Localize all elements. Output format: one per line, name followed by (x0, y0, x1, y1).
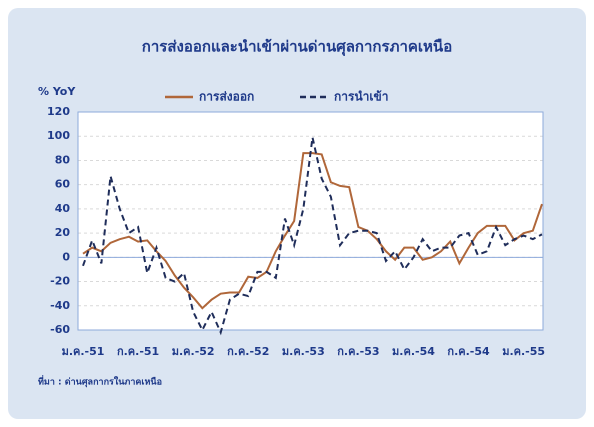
x-tick-label: ม.ค.-54 (392, 345, 435, 358)
series-line (82, 137, 543, 336)
plot-border (77, 111, 544, 331)
x-tick-label: ก.ค.-54 (447, 345, 490, 358)
y-tick-label: -40 (50, 299, 70, 312)
chart-title: การส่งออกและนำเข้าผ่านด่านศุลกากรภาคเหนื… (142, 38, 452, 57)
y-tick-label: 80 (55, 153, 71, 166)
y-tick-label: 100 (47, 129, 70, 142)
y-tick-label: 60 (55, 178, 71, 191)
x-tick-label: ก.ค.-51 (117, 345, 159, 358)
legend-label: การนำเข้า (334, 90, 388, 104)
legend-label: การส่งออก (199, 90, 254, 104)
plot-area (78, 112, 543, 330)
x-tick-label: ก.ค.-53 (337, 345, 379, 358)
x-tick-label: ม.ค.-52 (172, 345, 215, 358)
y-tick-label: 20 (55, 226, 71, 239)
y-tick-label: 120 (47, 105, 70, 118)
y-axis-label: % YoY (38, 85, 76, 98)
y-tick-label: 0 (62, 250, 70, 263)
source: ที่มา : ด่านศุลกากรในภาคเหนือ (38, 375, 162, 388)
x-tick-label: ก.ค.-52 (227, 345, 269, 358)
y-tick-label: -60 (50, 323, 70, 336)
y-tick-label: 40 (55, 202, 71, 215)
x-tick-label: ม.ค.-51 (62, 345, 105, 358)
y-tick-label: -20 (50, 275, 70, 288)
x-tick-label: ม.ค.-55 (502, 345, 545, 358)
x-tick-label: ม.ค.-53 (282, 345, 325, 358)
